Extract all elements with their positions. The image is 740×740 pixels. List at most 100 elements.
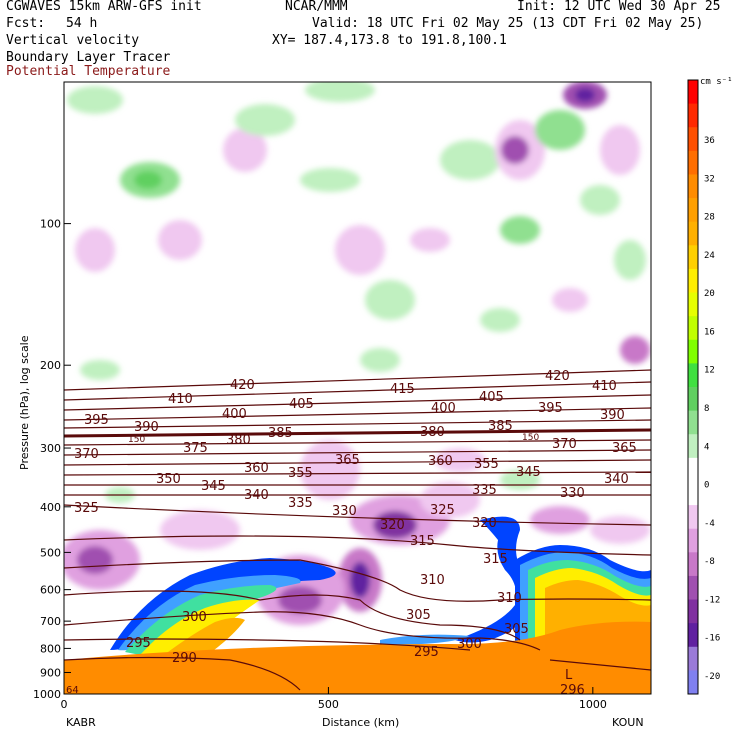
contour-label-350: 350 — [156, 472, 181, 487]
y-tick-label-300: 300 — [40, 442, 61, 455]
y-tick-label-600: 600 — [40, 584, 61, 597]
left-endpoint-label: KABR — [66, 716, 96, 729]
contour-label-395b: 395 — [538, 401, 563, 416]
colorbar-tick-label-5: 16 — [704, 327, 715, 337]
contour-label-405b: 405 — [479, 390, 504, 405]
colorbar-swatch-21 — [688, 575, 698, 601]
contour-label-410a: 410 — [168, 392, 193, 407]
contour-label-340b: 340 — [604, 472, 629, 487]
contour-label-385a: 385 — [268, 426, 293, 441]
y-tick-label-1000: 1000 — [33, 688, 61, 701]
colorbar-swatch-6 — [688, 221, 698, 246]
contour-label-410b: 410 — [592, 379, 617, 394]
y-tick-label-700: 700 — [40, 615, 61, 628]
colorbar-swatch-3 — [688, 150, 698, 175]
x-tick-label-0: 0 — [61, 698, 68, 711]
contour-label-305a: 305 — [406, 608, 431, 623]
contour-label-390a: 390 — [134, 420, 159, 435]
contour-label-150b: 150 — [522, 433, 539, 443]
contour-label-370b: 370 — [552, 437, 577, 452]
colorbar-swatch-14 — [688, 410, 698, 435]
colorbar-tick-label-0: 36 — [704, 136, 715, 146]
plot-frame — [63, 81, 652, 695]
contour-label-320a: 320 — [380, 518, 405, 533]
contour-label-405a: 405 — [289, 397, 314, 412]
colorbar-swatch-20 — [688, 552, 698, 577]
contour-label-305b: 305 — [504, 622, 529, 637]
colorbar-swatch-13 — [688, 387, 698, 412]
x-axis: 0 500 1000 — [61, 687, 607, 711]
contour-label-420a: 420 — [230, 378, 255, 393]
colorbar-tick-label-9: 0 — [704, 481, 709, 491]
colorbar-swatch-9 — [688, 292, 698, 317]
contour-label-380a: 380 — [420, 425, 445, 440]
colorbar-swatch-25 — [688, 670, 698, 695]
contour-label-355a: 355 — [288, 466, 313, 481]
contour-label-320b: 320 — [472, 516, 497, 531]
colorbar-swatch-12 — [688, 363, 698, 388]
colorbar-tick-label-13: -16 — [704, 634, 720, 644]
forecast-hour: 54 h — [66, 16, 98, 31]
contour-label-295a: 295 — [126, 636, 151, 651]
contour-label-310a: 310 — [420, 573, 445, 588]
contour-label-295b: 295 — [414, 645, 439, 660]
contour-label-315a: 315 — [410, 534, 435, 549]
right-endpoint-label: KOUN — [612, 716, 644, 729]
y-tick-label-900: 900 — [40, 666, 61, 679]
colorbar-swatch-10 — [688, 316, 698, 341]
cross-section-endpoints: XY= 187.4,173.8 to 191.8,100.1 — [272, 33, 507, 48]
contour-label-390b: 390 — [600, 408, 625, 423]
colorbar-swatch-23 — [688, 623, 698, 648]
colorbar-swatch-15 — [688, 434, 698, 459]
colorbar: 36 32 28 24 20 16 12 8 4 0 -4 -8 -12 -16 -20 — [687, 79, 720, 695]
field-vertical-velocity: Vertical velocity — [6, 33, 140, 48]
colorbar-frame — [687, 79, 699, 695]
colorbar-tick-label-4: 20 — [704, 289, 715, 299]
x-axis-label: Distance (km) — [322, 716, 399, 729]
valid-time: Valid: 18 UTC Fri 02 May 25 (13 CDT Fri … — [312, 16, 704, 31]
forecast-label: Fcst: — [6, 16, 46, 31]
colorbar-swatch-1 — [688, 103, 698, 128]
x-tick-label-1000: 1000 — [579, 698, 607, 711]
colorbar-swatch-16 — [688, 457, 698, 482]
colorbar-swatch-17 — [688, 481, 698, 506]
contour-label-330a: 330 — [560, 486, 585, 501]
contour-label-360b: 360 — [428, 454, 453, 469]
contour-label-375: 375 — [183, 441, 208, 456]
colorbar-tick-label-3: 24 — [704, 251, 715, 261]
field-potential-temperature: Potential Temperature — [6, 64, 171, 79]
colorbar-swatch-18 — [688, 505, 698, 530]
y-tick-label-100: 100 — [40, 218, 61, 231]
field-boundary-layer-tracer: Boundary Layer Tracer — [6, 50, 171, 65]
contour-label-355b: 355 — [474, 457, 499, 472]
contour-label-365b: 365 — [612, 441, 637, 456]
contour-label-315b: 315 — [483, 552, 508, 567]
contour-label-420b: 420 — [545, 369, 570, 384]
y-axis-label: Pressure (hPa), log scale — [18, 335, 31, 470]
contour-label-340a: 340 — [244, 488, 269, 503]
colorbar-swatch-24 — [688, 646, 698, 671]
colorbar-swatch-8 — [688, 268, 698, 294]
contour-label-360a: 360 — [244, 461, 269, 476]
contour-label-400b: 400 — [431, 401, 456, 416]
contour-label-325b: 325 — [430, 503, 455, 518]
contour-label-395a: 395 — [84, 413, 109, 428]
contour-label-380b: 380 — [226, 433, 251, 448]
contour-label-415: 415 — [390, 382, 415, 397]
contour-label-335b: 335 — [472, 483, 497, 498]
y-tick-label-500: 500 — [40, 546, 61, 559]
colorbar-swatch-11 — [688, 339, 698, 364]
contour-label-300a: 300 — [182, 610, 207, 625]
colorbar-swatch-19 — [688, 528, 698, 553]
contour-label-150a: 150 — [128, 435, 145, 445]
colorbar-tick-label-14: -20 — [704, 672, 720, 682]
y-tick-label-800: 800 — [40, 642, 61, 655]
colorbar-swatch-22 — [688, 599, 698, 624]
y-tick-label-400: 400 — [40, 501, 61, 514]
colorbar-tick-label-11: -8 — [704, 557, 715, 567]
colorbar-units: cm s⁻¹ — [700, 77, 733, 87]
contour-label-300b: 300 — [457, 637, 482, 652]
boundary-layer-tracer-shading — [64, 516, 651, 694]
contour-label-370a: 370 — [74, 447, 99, 462]
